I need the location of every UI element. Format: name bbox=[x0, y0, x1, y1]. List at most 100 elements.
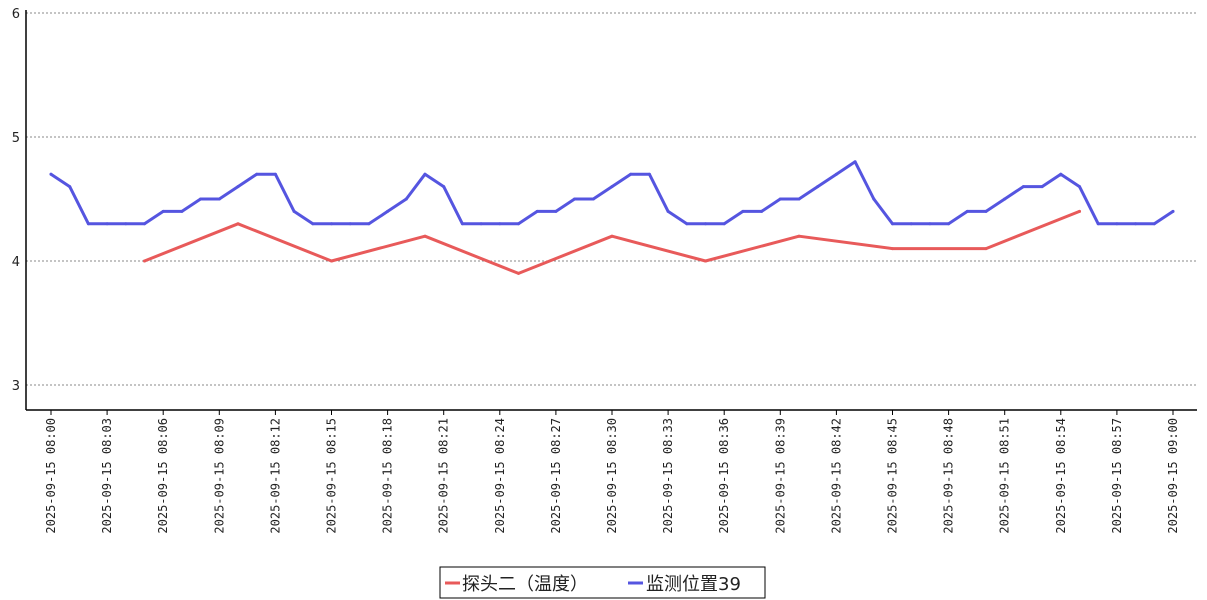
data-point-s1-14 bbox=[311, 222, 315, 226]
x-tick-label-11: 2025-09-15 08:33 bbox=[661, 418, 675, 534]
data-point-s1-13 bbox=[292, 209, 296, 213]
x-tick-label-20: 2025-09-15 09:00 bbox=[1166, 418, 1180, 534]
data-point-s1-53 bbox=[1040, 185, 1044, 189]
legend-box bbox=[439, 566, 766, 599]
data-point-s1-23 bbox=[479, 222, 483, 226]
data-point-s1-43 bbox=[853, 160, 857, 164]
y-tick-label-4: 4 bbox=[12, 255, 20, 270]
x-tick-label-7: 2025-09-15 08:21 bbox=[437, 418, 451, 534]
data-point-s0-10 bbox=[1078, 209, 1081, 213]
data-point-s0-7 bbox=[797, 234, 801, 238]
data-point-s0-3 bbox=[423, 234, 427, 238]
data-point-s1-4 bbox=[124, 222, 128, 226]
y-tick-label-6: 6 bbox=[12, 7, 20, 22]
data-point-s1-36 bbox=[722, 222, 726, 226]
data-point-s1-11 bbox=[255, 172, 259, 176]
data-point-s1-31 bbox=[629, 172, 633, 176]
data-point-s1-25 bbox=[517, 222, 520, 226]
data-point-s1-12 bbox=[273, 172, 277, 176]
data-point-s1-29 bbox=[591, 197, 595, 201]
legend-label-1: 监测位置39 bbox=[646, 574, 741, 595]
data-point-s0-5 bbox=[610, 234, 614, 238]
data-point-s0-6 bbox=[704, 259, 707, 263]
data-point-s1-5 bbox=[143, 222, 146, 226]
data-point-s1-49 bbox=[965, 209, 969, 213]
data-point-s1-33 bbox=[666, 209, 670, 213]
data-point-s1-55 bbox=[1078, 185, 1081, 189]
x-tick-label-19: 2025-09-15 08:57 bbox=[1110, 418, 1124, 534]
data-point-s1-47 bbox=[928, 222, 932, 226]
x-tick-label-0: 2025-09-15 08:00 bbox=[44, 418, 58, 534]
y-tick-label-3: 3 bbox=[12, 379, 20, 394]
legend-label-0: 探头二（温度） bbox=[462, 574, 588, 595]
data-point-s1-9 bbox=[217, 197, 221, 201]
series-line-1 bbox=[49, 160, 1175, 226]
data-point-s1-8 bbox=[199, 197, 203, 201]
data-point-s1-56 bbox=[1096, 222, 1100, 226]
data-point-s0-8 bbox=[891, 247, 894, 251]
legend: 探头二（温度） 监测位置39 bbox=[439, 566, 766, 599]
data-point-s1-17 bbox=[367, 222, 371, 226]
data-point-s1-37 bbox=[741, 209, 745, 213]
data-point-s1-15 bbox=[330, 222, 333, 226]
data-point-s1-6 bbox=[161, 209, 165, 213]
data-point-s0-2 bbox=[330, 259, 333, 263]
x-tick-label-15: 2025-09-15 08:45 bbox=[886, 418, 900, 534]
x-axis-ticks: 2025-09-15 08:00 2025-09-15 08:03 2025-09-… bbox=[44, 410, 1180, 534]
data-point-s1-1 bbox=[68, 185, 72, 189]
data-point-s1-45 bbox=[891, 222, 894, 226]
data-point-s1-21 bbox=[442, 185, 446, 189]
data-point-s1-24 bbox=[498, 222, 502, 226]
x-tick-label-9: 2025-09-15 08:27 bbox=[549, 418, 563, 534]
y-tick-label-5: 5 bbox=[12, 131, 20, 146]
data-point-s1-16 bbox=[348, 222, 352, 226]
x-tick-label-4: 2025-09-15 08:12 bbox=[268, 418, 282, 534]
data-point-s1-2 bbox=[86, 222, 90, 226]
data-point-s1-57 bbox=[1115, 222, 1119, 226]
data-point-s0-9 bbox=[984, 247, 988, 251]
x-tick-label-2: 2025-09-15 08:06 bbox=[156, 418, 170, 534]
data-point-s1-19 bbox=[404, 197, 408, 201]
x-tick-label-3: 2025-09-15 08:09 bbox=[212, 418, 226, 534]
x-tick-label-10: 2025-09-15 08:30 bbox=[605, 418, 619, 534]
data-point-s1-30 bbox=[610, 185, 614, 189]
data-point-s1-28 bbox=[573, 197, 577, 201]
x-tick-label-12: 2025-09-15 08:36 bbox=[717, 418, 731, 534]
data-point-s1-50 bbox=[984, 209, 988, 213]
x-tick-label-18: 2025-09-15 08:54 bbox=[1054, 418, 1068, 534]
data-point-s0-1 bbox=[236, 222, 240, 226]
y-axis-ticks: 3 4 5 6 bbox=[12, 7, 20, 394]
data-point-s1-52 bbox=[1021, 185, 1025, 189]
grid-lines bbox=[26, 12, 1197, 386]
x-tick-label-13: 2025-09-15 08:39 bbox=[773, 418, 787, 534]
data-point-s1-54 bbox=[1059, 172, 1063, 176]
data-point-s1-22 bbox=[460, 222, 464, 226]
data-point-s1-35 bbox=[704, 222, 707, 226]
data-point-s1-27 bbox=[554, 209, 558, 213]
series-lines bbox=[49, 160, 1175, 275]
data-point-s1-34 bbox=[685, 222, 689, 226]
data-point-s1-18 bbox=[386, 209, 390, 213]
series-line-0 bbox=[143, 209, 1081, 275]
data-point-s1-51 bbox=[1003, 197, 1007, 201]
data-point-s1-58 bbox=[1134, 222, 1138, 226]
data-point-s0-4 bbox=[517, 271, 520, 275]
data-point-s1-39 bbox=[778, 197, 782, 201]
data-point-s1-3 bbox=[105, 222, 109, 226]
x-tick-label-16: 2025-09-15 08:48 bbox=[942, 418, 956, 534]
x-tick-label-17: 2025-09-15 08:51 bbox=[998, 418, 1012, 534]
x-tick-label-8: 2025-09-15 08:24 bbox=[493, 418, 507, 534]
data-point-s1-26 bbox=[535, 209, 539, 213]
data-point-s1-46 bbox=[909, 222, 913, 226]
data-point-s1-0 bbox=[49, 172, 53, 176]
data-point-s1-32 bbox=[647, 172, 651, 176]
x-tick-label-14: 2025-09-15 08:42 bbox=[829, 418, 843, 534]
data-point-s1-59 bbox=[1152, 222, 1156, 226]
x-tick-label-6: 2025-09-15 08:18 bbox=[381, 418, 395, 534]
data-point-s1-38 bbox=[760, 209, 764, 213]
data-point-s1-7 bbox=[180, 209, 184, 213]
data-point-s1-40 bbox=[797, 197, 801, 201]
data-point-s1-41 bbox=[816, 185, 820, 189]
x-tick-label-1: 2025-09-15 08:03 bbox=[100, 418, 114, 534]
